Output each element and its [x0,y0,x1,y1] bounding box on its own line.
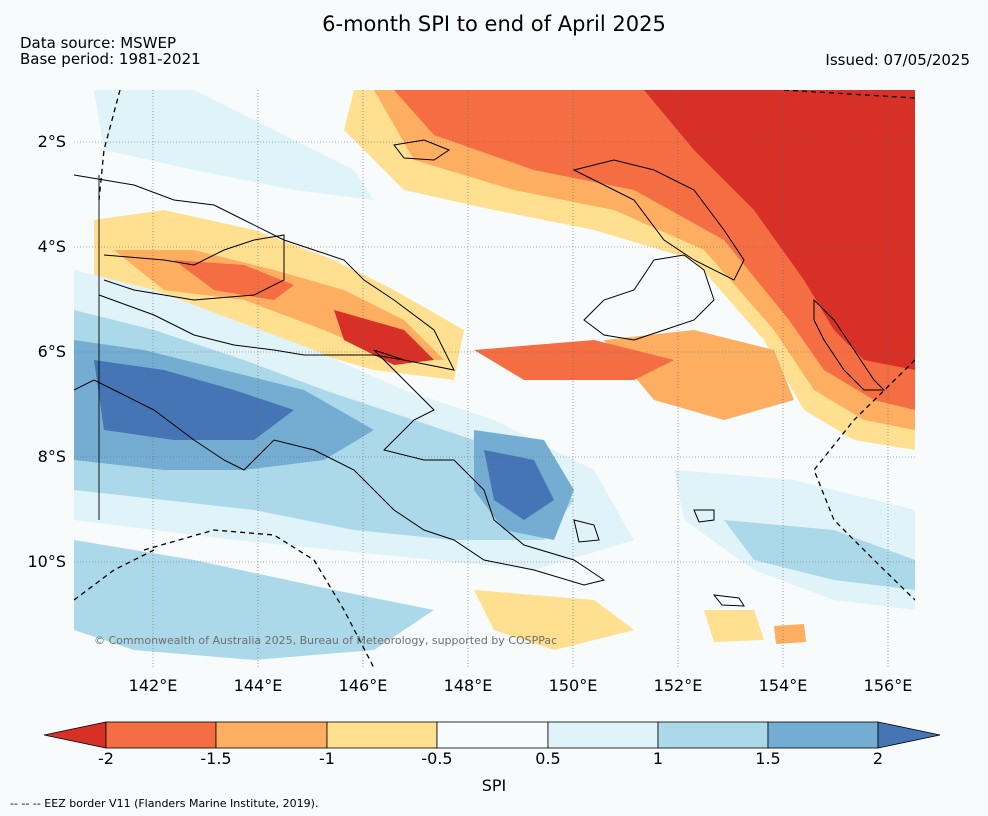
colorbar-tick: 1.5 [755,749,781,768]
lon-label: 144°E [233,676,283,695]
colorbar-segment [436,721,549,749]
lat-label: 2°S [37,132,66,151]
data-source: Data source: MSWEP [20,34,177,52]
lon-label: 156°E [863,676,913,695]
colorbar-segment [105,721,217,749]
base-period: Base period: 1981-2021 [20,50,201,68]
colorbar-tick: -0.5 [421,749,453,768]
colorbar-segment [657,721,769,749]
colorbar-tick: -2 [98,749,114,768]
colorbar-segment [547,721,659,749]
lon-label: 146°E [338,676,388,695]
copyright-credit: © Commonwealth of Australia 2025, Bureau… [94,634,558,647]
coastlines [74,139,886,607]
issued-date: Issued: 07/05/2025 [825,51,970,69]
colorbar-segment [326,721,438,749]
dry-anomaly-layer [344,90,915,450]
wet-anomaly-layer [74,90,915,660]
metadata-block: Data source: MSWEP Base period: 1981-202… [20,35,201,67]
colorbar-tick: 0.5 [535,749,561,768]
map-title: 6-month SPI to end of April 2025 [322,12,666,36]
lon-label: 142°E [128,676,178,695]
colorbar-tick: 1 [652,749,664,768]
colorbar-segment [877,721,941,749]
lat-label: 10°S [27,552,66,571]
colorbar-segment [215,721,328,749]
eez-borders [74,90,915,668]
lon-label: 148°E [443,676,493,695]
colorbar-tick: 2 [872,749,884,768]
colorbar-tick: -1.5 [200,749,232,768]
colorbar-tick: -1 [319,749,335,768]
spi-colorbar [44,721,941,749]
lon-label: 150°E [548,676,598,695]
colorbar-segment [44,721,107,749]
lat-label: 8°S [37,447,66,466]
lat-label: 4°S [37,237,66,256]
lat-label: 6°S [37,342,66,361]
colorbar-segment [767,721,879,749]
colorbar-title: SPI [481,776,507,795]
highlands-mixed-layer [94,210,464,380]
lon-label: 154°E [758,676,808,695]
eez-footnote: -- -- -- EEZ border V11 (Flanders Marine… [10,797,319,810]
lon-label: 152°E [653,676,703,695]
spi-map [74,90,915,668]
